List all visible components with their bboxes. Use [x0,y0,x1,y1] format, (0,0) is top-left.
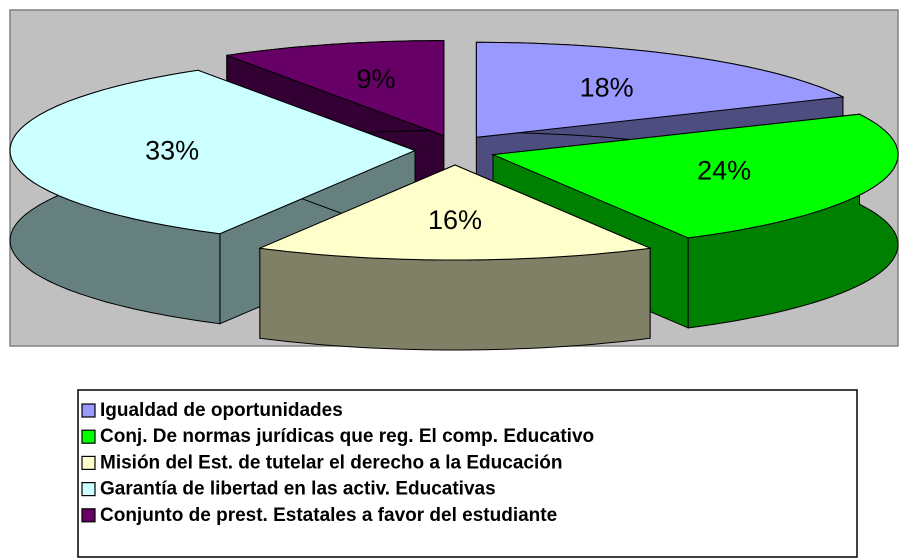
legend-entries: Igualdad de oportunidades Conj. De normas… [81,400,594,526]
data-label: 18% [580,72,634,102]
legend-label: Garantía de libertad en las activ. Educa… [100,479,496,500]
legend-swatch [81,508,96,523]
legend-swatch [81,482,96,497]
slice-wall [259,247,651,351]
legend-label: Misión del Est. de tutelar el derecho a … [100,452,562,473]
legend-swatch [81,429,96,444]
data-label: 9% [357,64,396,94]
data-label: 24% [697,155,751,185]
slice [491,113,899,239]
legend-label: Igualdad de oportunidades [100,400,343,421]
legend-label: Conjunto de prest. Estatales a favor del… [100,505,557,526]
slice [9,69,417,235]
slice [258,164,652,261]
legend-label: Conj. De normas jurídicas que reg. El co… [100,426,594,447]
slice [226,40,445,137]
legend-swatch [81,455,96,470]
slice [475,41,845,138]
legend [77,389,858,558]
data-label: 16% [428,205,482,235]
data-label: 33% [145,135,199,165]
legend-swatch [81,403,96,418]
pie: 18% 24% 16% 33% 9% [9,40,899,351]
